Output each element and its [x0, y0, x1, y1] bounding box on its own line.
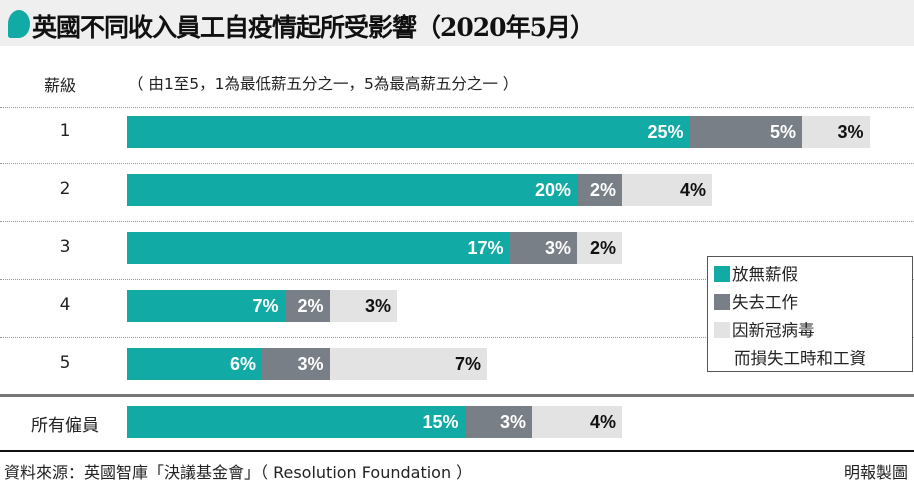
bar-segment-unpaid-leave: 6%: [127, 348, 262, 380]
legend-label: 放無薪假: [732, 265, 798, 284]
bar-segment-lost-hours: 3%: [802, 116, 870, 148]
legend-swatch: [714, 322, 730, 338]
bar-segment-job-loss: 3%: [509, 232, 577, 264]
bar-segment-unpaid-leave: 15%: [127, 406, 465, 438]
category-label: 2: [59, 179, 71, 199]
divider-line: [0, 394, 914, 397]
gridline: [0, 221, 914, 222]
bar-segment-lost-hours: 7%: [329, 348, 487, 380]
gridline: [0, 107, 914, 108]
legend-item: 因新冠病毒: [714, 317, 815, 341]
legend-label: 失去工作: [732, 293, 798, 312]
speech-bubble-icon: [8, 10, 30, 38]
bar-segment-lost-hours: 4%: [622, 174, 712, 206]
chart-title: 英國不同收入員工自疫情起所受影響（2020年5月）: [32, 13, 595, 42]
category-label: 3: [59, 237, 71, 257]
gridline: [0, 337, 914, 338]
y-axis-label: 薪級: [44, 76, 77, 95]
bar-segment-job-loss: 2%: [284, 290, 330, 322]
bar-segment-lost-hours: 4%: [532, 406, 622, 438]
source-note: 資料來源：英國智庫「決議基金會」（ Resolution Foundation …: [4, 463, 473, 482]
bottom-line: [0, 450, 914, 452]
bar-segment-lost-hours: 3%: [329, 290, 397, 322]
category-label: 4: [59, 295, 71, 315]
bar-segment-job-loss: 3%: [262, 348, 330, 380]
gridline: [0, 279, 914, 280]
legend-item: 放無薪假: [714, 261, 798, 285]
category-label: 所有僱員: [31, 416, 99, 436]
bar-segment-unpaid-leave: 20%: [127, 174, 577, 206]
legend-swatch: [714, 294, 730, 310]
legend-swatch: [714, 266, 730, 282]
gridline: [0, 163, 914, 164]
title-bar: 英國不同收入員工自疫情起所受影響（2020年5月）: [0, 0, 914, 46]
credit: 明報製圖: [843, 463, 908, 482]
legend: 放無薪假 失去工作 因新冠病毒 而損失工時和工資: [707, 256, 913, 372]
axis-note: （ 由1至5，1為最低薪五分之一，5為最高薪五分之一 ）: [128, 75, 519, 93]
bar-segment-job-loss: 3%: [464, 406, 532, 438]
legend-label: 因新冠病毒: [732, 321, 815, 340]
bar-segment-unpaid-leave: 17%: [127, 232, 510, 264]
bar-segment-unpaid-leave: 25%: [127, 116, 690, 148]
bar-segment-lost-hours: 2%: [577, 232, 622, 264]
bar-segment-job-loss: 5%: [689, 116, 802, 148]
legend-label-cont: 而損失工時和工資: [734, 349, 866, 368]
bar-segment-unpaid-leave: 7%: [127, 290, 285, 322]
bar-segment-job-loss: 2%: [577, 174, 622, 206]
legend-item: 失去工作: [714, 289, 798, 313]
category-label: 1: [59, 121, 71, 141]
category-label: 5: [59, 353, 71, 373]
